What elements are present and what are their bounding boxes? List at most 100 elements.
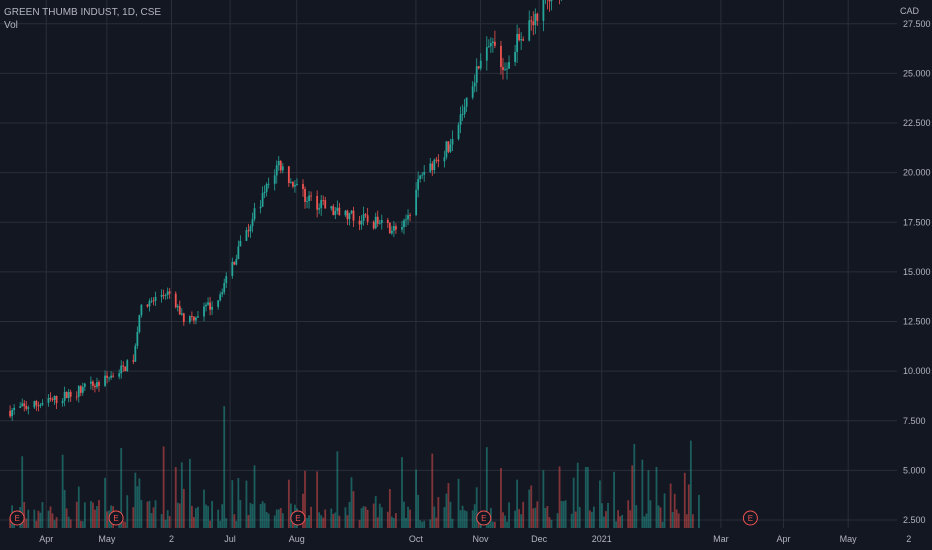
candle-body [390,230,393,234]
volume-bar [449,501,452,528]
time-tick-label: Dec [531,534,548,544]
candle-body [372,221,375,229]
earnings-marker-circle[interactable] [9,510,25,526]
volume-bar [698,494,700,528]
volume-bar [138,478,141,528]
earnings-marker-label: E [748,514,753,523]
candle-body [514,51,516,63]
candle-body [489,43,492,47]
volume-bar [37,510,40,528]
volume-bar [61,454,64,528]
candle-body [65,391,68,399]
candle-body [25,405,28,409]
earnings-marker-circle[interactable] [108,510,124,526]
candle-body [306,200,308,202]
volume-bar [617,510,620,528]
candle-body [90,381,92,384]
volume-bar [548,517,551,528]
volume-bar [150,513,153,528]
earnings-marker[interactable]: E [108,510,124,526]
volume-bar [500,467,502,528]
volume-bar [429,519,432,528]
volume-bar [550,519,553,528]
volume-bar [431,453,434,528]
candle-body [437,159,440,162]
volume-bar [570,513,573,528]
volume-bar [162,446,165,528]
earnings-marker-circle[interactable] [476,510,492,526]
volume-bar [659,507,662,528]
volume-bar [225,518,228,528]
candle-body [374,216,377,229]
candle-body [449,144,452,152]
candle-body [277,161,280,166]
volume-bar [461,505,464,528]
earnings-marker[interactable]: E [476,510,492,526]
candle-body [166,291,169,295]
candle-body [27,407,30,409]
volume-bar [124,521,127,528]
volume-bar [265,511,268,528]
candle-body [358,220,361,225]
volume-label: Vol [4,20,18,31]
candle-body [104,375,106,386]
candle-body [275,165,278,176]
volume-bar [98,500,100,528]
chart-legend: GREEN THUMB INDUST, 1D, CSE Vol [4,6,161,32]
volume-bar [191,505,193,528]
candle-body [132,360,135,362]
candle-body [253,208,256,220]
candle-body [504,69,506,71]
volume-bar [647,470,650,528]
candle-body [405,219,407,221]
earnings-marker[interactable]: E [742,510,758,526]
volume-bar [372,503,375,528]
volume-bar [67,516,70,528]
volume-bar [417,494,420,528]
candle-body [542,0,545,21]
candle-body [443,157,446,162]
candle-body [506,68,508,70]
candle-body [182,313,185,323]
volume-bar [166,510,169,528]
candle-body [273,175,276,184]
volume-bar [445,493,448,528]
candle-body [225,276,228,284]
time-tick-label: Jul [224,534,236,544]
candle-body [75,396,78,398]
earnings-marker[interactable]: E [9,510,25,526]
volume-bar [546,505,549,528]
candle-body [419,175,422,180]
candle-body [33,401,36,408]
volume-bar [69,519,72,528]
volume-bar [304,470,306,528]
volume-bar [277,509,280,528]
volume-bar [421,521,424,528]
candle-body [520,39,523,41]
candle-body [176,306,179,308]
candle-body [122,365,125,367]
candle-body [435,159,438,161]
volume-bar [471,510,474,528]
price-axis[interactable] [897,0,932,550]
candle-body [473,82,476,87]
volume-bar [506,521,508,528]
candle-body [63,391,66,401]
price-tick-label: 27.500 [903,19,931,29]
candle-body [465,97,468,107]
volume-bar [231,480,234,528]
volume-bar [164,519,167,528]
candle-body [180,313,183,315]
candle-body [259,206,262,209]
candle-body [134,345,137,362]
price-tick-label: 15.000 [903,267,931,277]
time-axis[interactable] [0,528,932,550]
candle-body [209,302,211,310]
earnings-marker-circle[interactable] [290,510,306,526]
earnings-marker[interactable]: E [290,510,306,526]
volume-bar [306,517,308,528]
earnings-marker-circle[interactable] [742,510,758,526]
volume-bar [249,502,252,528]
